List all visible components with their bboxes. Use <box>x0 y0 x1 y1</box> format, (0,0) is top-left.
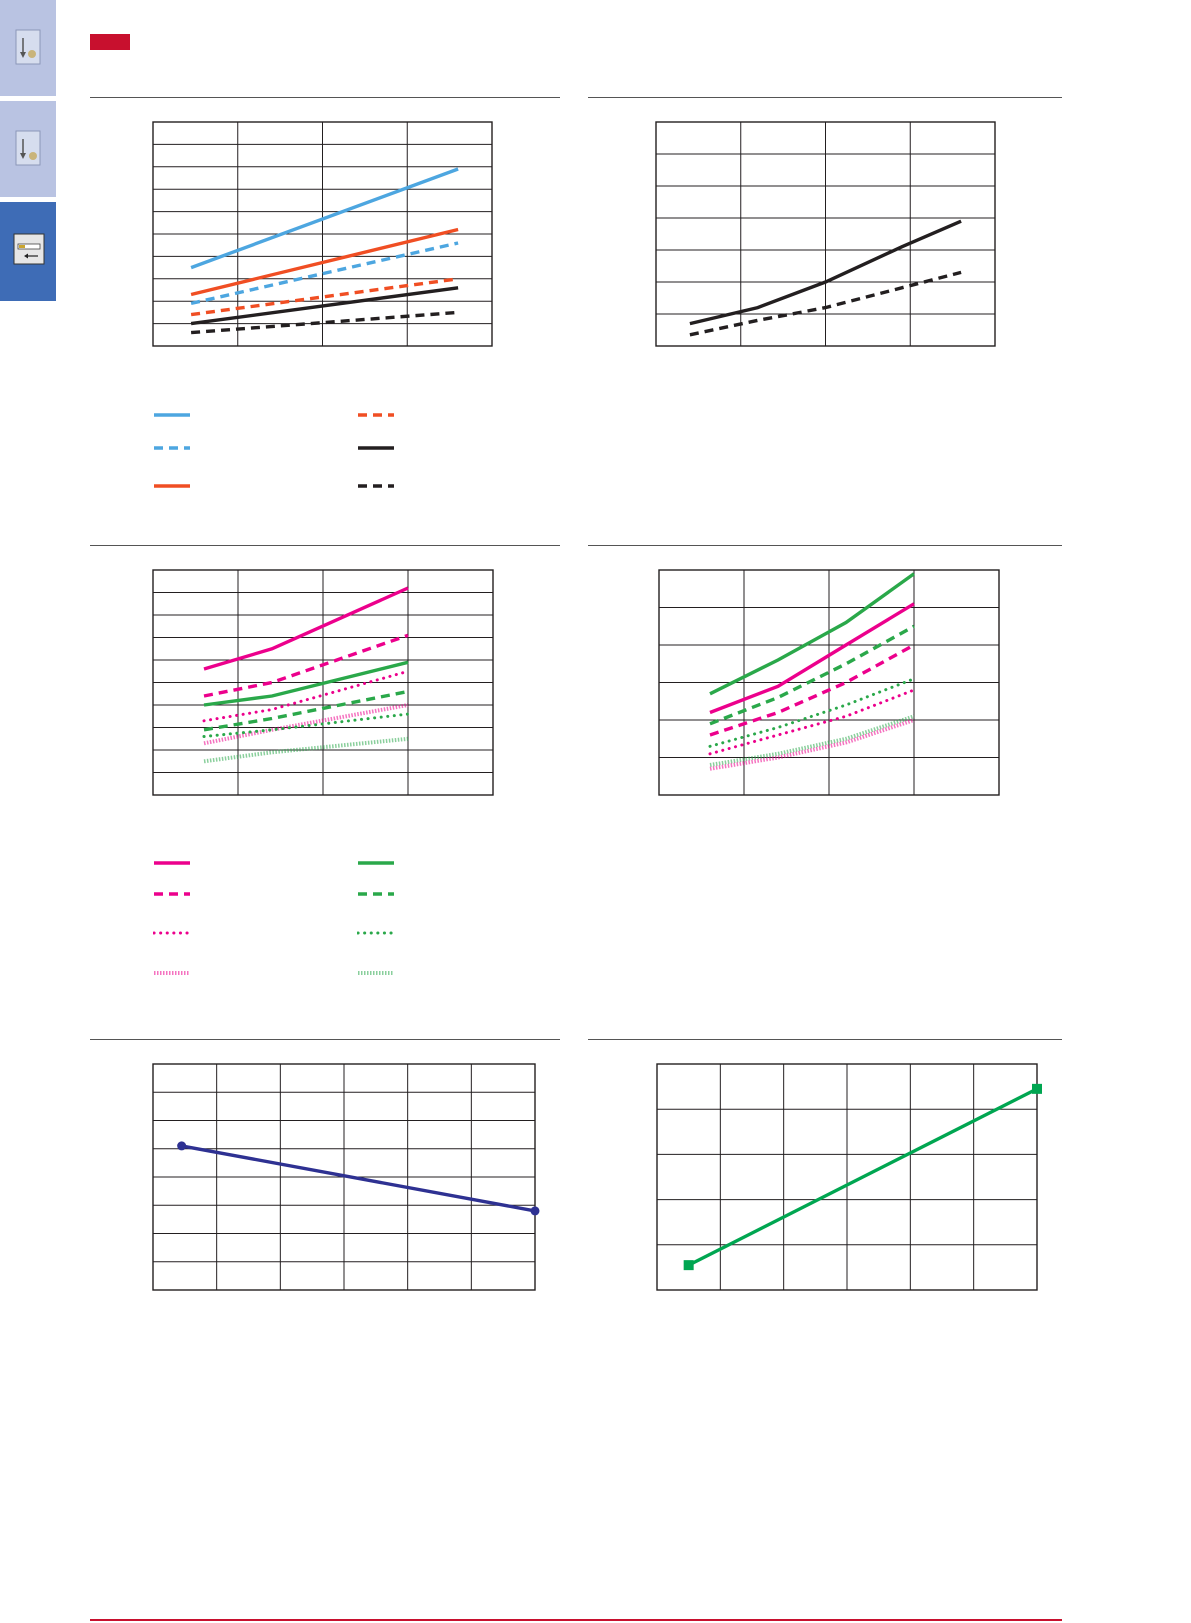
legend-item-c-solid <box>357 444 397 452</box>
footer-rule <box>90 1619 1062 1621</box>
legend-swatch <box>154 971 190 975</box>
side-tab-drilling-alt[interactable] <box>0 101 56 197</box>
legend-swatch <box>154 446 190 450</box>
series-line-4 <box>203 703 409 746</box>
legend-swatch <box>358 892 394 896</box>
series-line-2 <box>190 241 459 306</box>
series-line-1 <box>203 586 409 671</box>
legend-swatch <box>358 861 394 865</box>
side-tab-boring-active[interactable] <box>0 202 56 301</box>
section-rule <box>90 1039 560 1040</box>
legend-item-b-solid <box>153 482 193 490</box>
series-line-1 <box>689 219 962 326</box>
legend-item-g-solid <box>357 859 397 867</box>
plot-frame <box>152 121 493 347</box>
plot-frame <box>658 569 1000 796</box>
series-line-7 <box>709 714 915 767</box>
legend-swatch <box>154 892 190 896</box>
series-line-1 <box>687 1087 1038 1267</box>
legend-swatch <box>358 971 394 975</box>
legend-item-g-dot <box>357 929 397 937</box>
legend-item-b-dash <box>357 411 397 419</box>
series-line-2 <box>709 602 915 715</box>
section-rule <box>588 545 1062 546</box>
section-rule <box>90 545 560 546</box>
series-line-3 <box>190 227 459 297</box>
legend-swatch <box>154 413 190 417</box>
series-line-5 <box>203 660 409 707</box>
plot-frame <box>655 121 996 347</box>
series-line-1 <box>190 167 459 270</box>
data-point <box>1032 1083 1042 1094</box>
legend-item-m-solid <box>153 859 193 867</box>
data-point <box>683 1260 694 1271</box>
section-accent-bar <box>90 34 130 50</box>
data-point <box>530 1206 540 1216</box>
series-line-6 <box>708 688 916 756</box>
section-rule <box>588 97 1062 98</box>
data-point <box>177 1141 187 1151</box>
legend-item-m-dot <box>153 929 193 937</box>
series-line-5 <box>190 286 459 326</box>
plot-frame <box>656 1063 1038 1291</box>
legend-item-a-dash <box>153 444 193 452</box>
plot-frame <box>152 569 494 796</box>
legend-item-g-dash <box>357 890 397 898</box>
series-line-4 <box>709 643 915 737</box>
series-line-8 <box>709 718 915 771</box>
plot-frame <box>152 1063 536 1291</box>
legend-swatch <box>357 931 396 935</box>
drill-down-icon <box>15 29 41 65</box>
legend-swatch <box>358 446 394 450</box>
legend-swatch <box>154 484 190 488</box>
boring-bar-icon <box>13 233 45 265</box>
series-line-2 <box>689 270 962 337</box>
series-line-7 <box>202 712 410 738</box>
series-line-1 <box>181 1144 536 1213</box>
legend-swatch <box>154 861 190 865</box>
section-rule <box>588 1039 1062 1040</box>
legend-item-a-solid <box>153 411 193 419</box>
series-line-1 <box>709 572 915 696</box>
legend-item-m-hatch <box>153 969 193 977</box>
series-line-8 <box>203 736 409 764</box>
grid <box>657 1064 1037 1290</box>
side-tab-drilling[interactable] <box>0 0 56 96</box>
series-line-3 <box>709 624 915 726</box>
series-line-2 <box>203 633 409 698</box>
series-line-5 <box>708 677 916 748</box>
grid <box>153 570 493 795</box>
legend-item-g-hatch <box>357 969 397 977</box>
legend-swatch <box>153 931 192 935</box>
drill-down-icon <box>15 130 41 166</box>
series-line-6 <box>203 689 409 732</box>
legend-item-c-dash <box>357 482 397 490</box>
section-rule <box>90 97 560 98</box>
legend-item-m-dash <box>153 890 193 898</box>
legend-swatch <box>358 413 394 417</box>
legend-swatch <box>358 484 394 488</box>
